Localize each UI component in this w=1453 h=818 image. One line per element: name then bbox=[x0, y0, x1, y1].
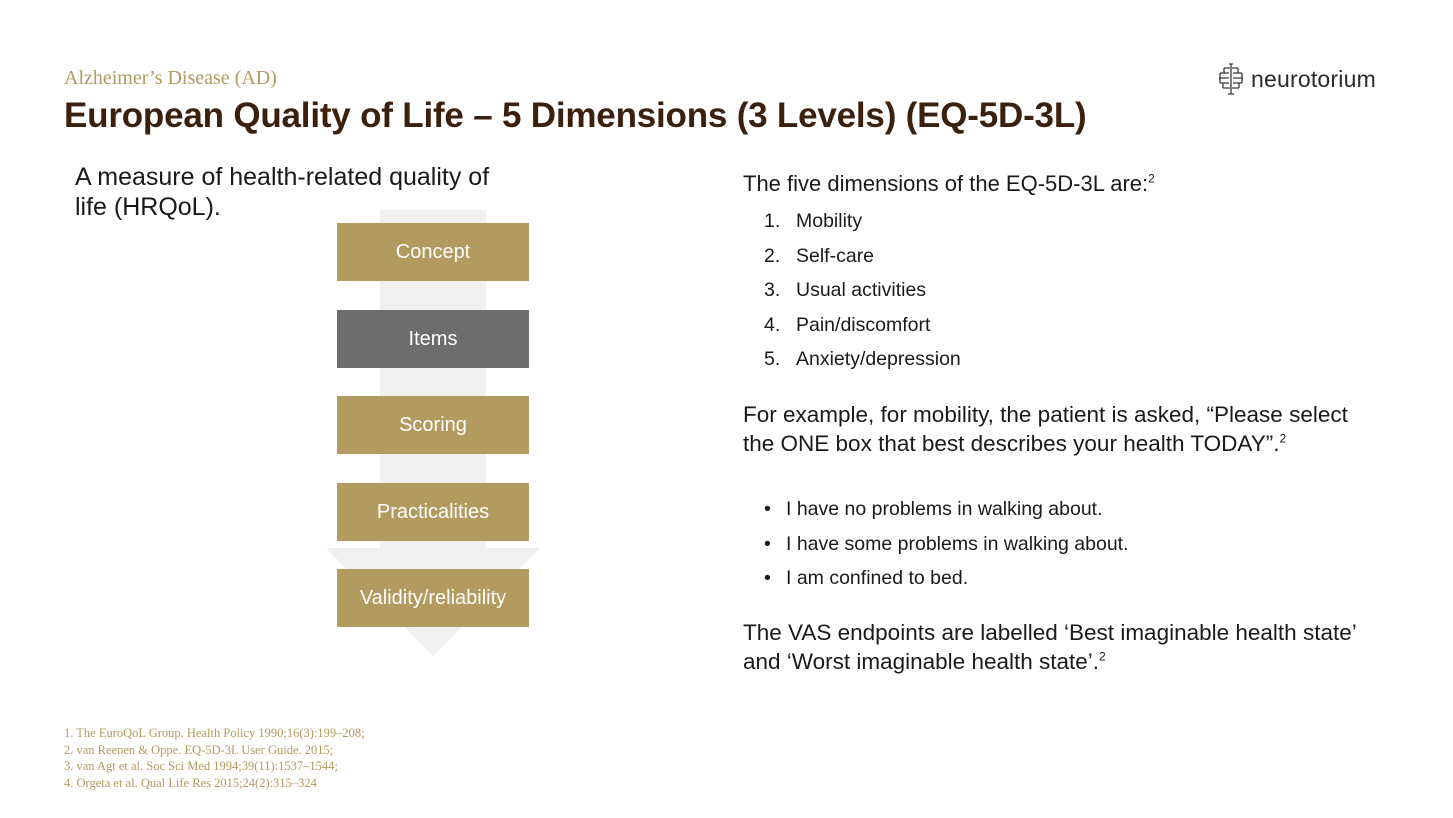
reference-item: 4. Orgeta et al. Qual Life Res 2015;24(2… bbox=[64, 775, 317, 790]
reference-item: 2. van Reenen & Oppe. EQ-5D-3L User Guid… bbox=[64, 742, 334, 757]
logo-text: neurotorium bbox=[1251, 65, 1376, 92]
logo: neurotorium bbox=[1215, 60, 1376, 98]
step-practicalities: Practicalities bbox=[337, 483, 529, 541]
vas-paragraph: The VAS endpoints are labelled ‘Best ima… bbox=[743, 620, 1356, 674]
list-item: 4. Pain/discomfort bbox=[764, 313, 931, 336]
step-scoring: Scoring bbox=[337, 396, 529, 454]
list-item: 1. Mobility bbox=[764, 210, 863, 232]
list-item: • I have some problems in walking about. bbox=[764, 532, 1129, 555]
ref-marker: 2 bbox=[1099, 649, 1106, 664]
reference-item: 3. van Agt et al. Soc Sci Med 1994;39(11… bbox=[64, 759, 338, 773]
list-item: • I have no problems in walking about. bbox=[764, 498, 1103, 520]
intro-text: A measure of health-related quality of l… bbox=[75, 163, 490, 221]
list-item: • I am confined to bed. bbox=[764, 567, 969, 589]
section-subtitle: Alzheimer’s Disease (AD) bbox=[64, 67, 277, 89]
step-items: Items bbox=[337, 310, 529, 368]
step-validity-reliability: Validity/reliability bbox=[337, 569, 529, 627]
list-item: 3. Usual activities bbox=[764, 279, 927, 301]
dimensions-list: 1. Mobility 2. Self-care 3. Usual activitie… bbox=[764, 205, 961, 378]
list-item: 5. Anxiety/depression bbox=[764, 348, 961, 370]
page-title: European Quality of Life – 5 Dimensions … bbox=[64, 96, 1087, 135]
example-paragraph: For example, for mobility, the patient i… bbox=[743, 402, 1348, 456]
reference-item: 1. The EuroQoL Group. Health Policy 1990… bbox=[64, 726, 365, 740]
options-list: • I have no problems in walking about. • I… bbox=[764, 493, 1129, 597]
list-item: 2. Self-care bbox=[764, 244, 875, 267]
ref-marker: 2 bbox=[1279, 431, 1287, 446]
brain-grid-icon bbox=[1219, 63, 1243, 95]
references: 1. The EuroQoL Group. Health Policy 1990… bbox=[64, 725, 365, 791]
step-concept: Concept bbox=[337, 223, 529, 281]
dimensions-heading: The five dimensions of the EQ-5D-3L are:… bbox=[743, 171, 1155, 196]
ref-marker: 2 bbox=[1148, 171, 1155, 186]
